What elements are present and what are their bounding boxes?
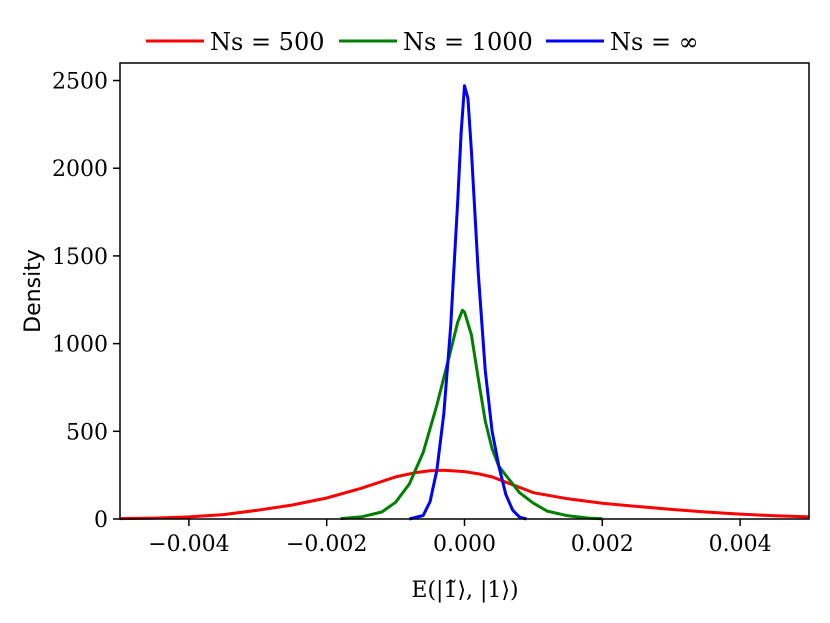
y-tick-label: 0 <box>94 508 108 533</box>
x-tick-label: 0.004 <box>709 532 772 557</box>
series-line-2 <box>409 84 527 521</box>
y-tick-label: 1000 <box>52 333 108 358</box>
legend-label-ns-inf: Ns = ∞ <box>610 28 699 56</box>
x-axis: −0.004 −0.002 0.000 0.002 0.004 <box>148 519 772 557</box>
y-tick-label: 1500 <box>52 245 108 270</box>
plot-lines <box>119 84 810 521</box>
legend: Ns = 500 Ns = 1000 Ns = ∞ <box>146 28 699 56</box>
x-tick-label: −0.002 <box>286 532 367 557</box>
y-axis: 0 500 1000 1500 2000 2500 <box>52 70 120 533</box>
legend-label-ns-500: Ns = 500 <box>210 28 325 56</box>
y-tick-label: 2000 <box>52 157 108 182</box>
y-tick-label: 2500 <box>52 70 108 95</box>
series-line-1 <box>340 308 603 521</box>
x-tick-label: −0.004 <box>148 532 229 557</box>
y-tick-label: 500 <box>66 420 108 445</box>
y-axis-title: Density <box>21 249 46 333</box>
x-axis-title: E(|1̃⟩, |1⟩) <box>411 578 518 603</box>
x-tick-label: 0.000 <box>433 532 496 557</box>
legend-label-ns-1000: Ns = 1000 <box>403 28 533 56</box>
axes-frame <box>119 62 810 520</box>
x-tick-label: 0.002 <box>571 532 634 557</box>
series-line-0 <box>119 468 810 521</box>
